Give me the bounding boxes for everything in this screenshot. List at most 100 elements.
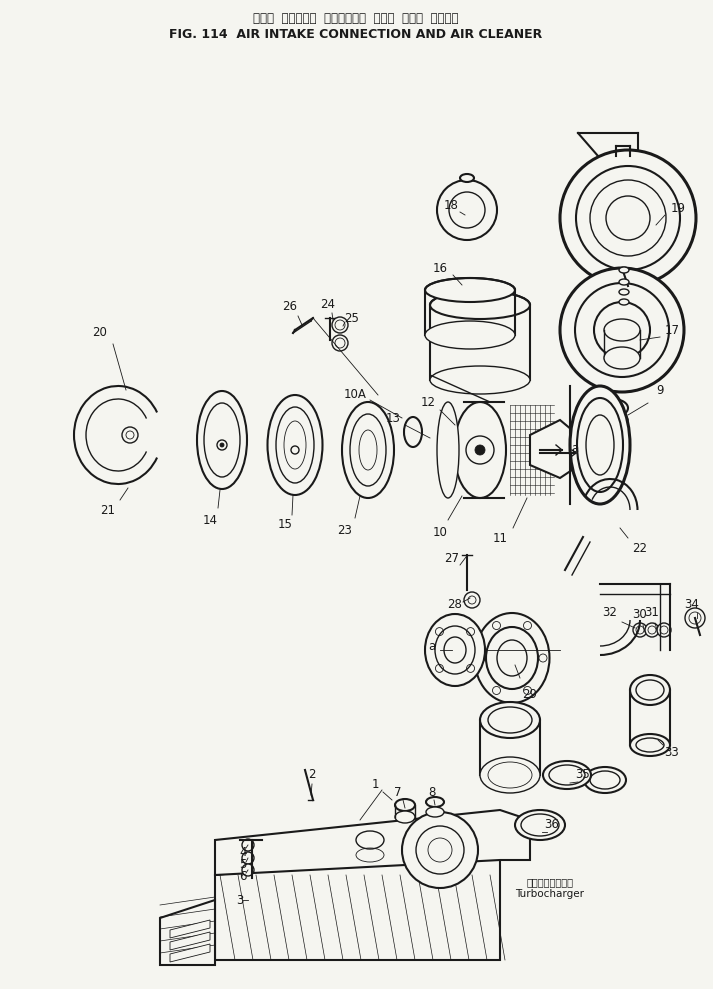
- Ellipse shape: [267, 395, 322, 495]
- Circle shape: [416, 826, 464, 874]
- Text: 31: 31: [645, 606, 660, 619]
- Ellipse shape: [604, 319, 640, 341]
- Ellipse shape: [430, 291, 530, 319]
- Circle shape: [466, 436, 494, 464]
- Text: 16: 16: [433, 261, 448, 275]
- Text: 12: 12: [421, 396, 436, 408]
- Ellipse shape: [619, 267, 629, 273]
- Text: 25: 25: [344, 312, 359, 324]
- Ellipse shape: [460, 174, 474, 182]
- Text: 27: 27: [444, 552, 459, 565]
- Ellipse shape: [435, 626, 475, 674]
- Ellipse shape: [426, 797, 444, 807]
- Ellipse shape: [619, 279, 629, 285]
- Ellipse shape: [197, 391, 247, 489]
- Circle shape: [242, 852, 254, 864]
- Ellipse shape: [454, 402, 506, 498]
- Circle shape: [220, 443, 224, 447]
- Circle shape: [560, 268, 684, 392]
- Text: 4: 4: [240, 846, 247, 858]
- Polygon shape: [160, 900, 215, 965]
- Polygon shape: [170, 920, 210, 938]
- Ellipse shape: [600, 421, 626, 435]
- Ellipse shape: [604, 347, 640, 369]
- Text: 1: 1: [371, 778, 379, 791]
- Ellipse shape: [480, 702, 540, 738]
- Ellipse shape: [395, 811, 415, 823]
- Circle shape: [335, 320, 345, 330]
- Ellipse shape: [395, 799, 415, 811]
- Ellipse shape: [342, 402, 394, 498]
- Text: 15: 15: [277, 518, 292, 531]
- Ellipse shape: [426, 807, 444, 817]
- Ellipse shape: [630, 734, 670, 756]
- Text: 20: 20: [93, 325, 108, 338]
- Text: a: a: [429, 640, 436, 653]
- Text: FIG. 114  AIR INTAKE CONNECTION AND AIR CLEANER: FIG. 114 AIR INTAKE CONNECTION AND AIR C…: [170, 28, 543, 41]
- Circle shape: [475, 445, 485, 455]
- Circle shape: [122, 427, 138, 443]
- Circle shape: [575, 283, 669, 377]
- Text: 28: 28: [448, 598, 463, 611]
- Ellipse shape: [619, 289, 629, 295]
- Circle shape: [685, 608, 705, 628]
- Polygon shape: [170, 944, 210, 962]
- Polygon shape: [170, 932, 210, 950]
- Polygon shape: [530, 420, 572, 478]
- Circle shape: [594, 302, 650, 358]
- Circle shape: [402, 812, 478, 888]
- Text: 6: 6: [240, 869, 247, 882]
- Text: 18: 18: [443, 199, 458, 212]
- Circle shape: [464, 592, 480, 608]
- Ellipse shape: [425, 321, 515, 349]
- Circle shape: [633, 623, 647, 637]
- Polygon shape: [215, 845, 500, 960]
- Ellipse shape: [486, 627, 538, 689]
- Text: 14: 14: [202, 513, 217, 526]
- Ellipse shape: [515, 810, 565, 840]
- Text: 17: 17: [665, 323, 679, 336]
- Ellipse shape: [430, 366, 530, 394]
- Ellipse shape: [404, 417, 422, 447]
- Ellipse shape: [444, 637, 466, 663]
- Ellipse shape: [619, 299, 629, 305]
- Circle shape: [645, 623, 659, 637]
- Text: 13: 13: [386, 411, 401, 424]
- Text: 34: 34: [684, 598, 699, 611]
- Text: 23: 23: [337, 523, 352, 536]
- Text: 26: 26: [282, 301, 297, 314]
- Text: 9: 9: [656, 384, 664, 397]
- Ellipse shape: [543, 761, 591, 789]
- Circle shape: [217, 440, 227, 450]
- Ellipse shape: [356, 831, 384, 849]
- Ellipse shape: [480, 757, 540, 793]
- Text: 36: 36: [545, 819, 560, 832]
- Text: 21: 21: [101, 503, 116, 516]
- Ellipse shape: [570, 386, 630, 504]
- Text: 8: 8: [429, 786, 436, 799]
- Text: 19: 19: [670, 202, 685, 215]
- Text: 5: 5: [240, 857, 247, 870]
- Text: 32: 32: [602, 605, 617, 618]
- Text: ターボチャージャ: ターボチャージャ: [526, 877, 573, 887]
- Text: 10: 10: [433, 525, 448, 538]
- Ellipse shape: [630, 675, 670, 705]
- Ellipse shape: [497, 640, 527, 676]
- Ellipse shape: [474, 613, 550, 703]
- Circle shape: [242, 864, 254, 876]
- Circle shape: [576, 166, 680, 270]
- Text: 35: 35: [575, 768, 590, 781]
- Circle shape: [560, 150, 696, 286]
- Circle shape: [437, 180, 497, 240]
- Text: 2: 2: [308, 768, 316, 781]
- Ellipse shape: [577, 398, 623, 492]
- Text: 11: 11: [493, 531, 508, 545]
- Ellipse shape: [584, 767, 626, 793]
- Text: 7: 7: [394, 786, 401, 799]
- Text: a: a: [571, 441, 579, 455]
- Text: 30: 30: [632, 608, 647, 621]
- Text: 10A: 10A: [344, 388, 366, 401]
- Ellipse shape: [437, 402, 459, 498]
- Circle shape: [242, 839, 254, 851]
- Ellipse shape: [425, 614, 485, 686]
